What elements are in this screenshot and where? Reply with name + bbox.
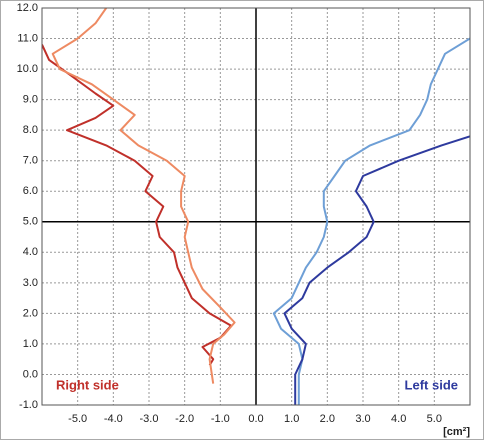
y-tick-label: 11.0 — [17, 32, 38, 44]
x-tick-label: -1.0 — [211, 413, 230, 425]
x-axis-label: [cm²] — [443, 426, 470, 438]
series-line — [272, 37, 470, 405]
annotation: Left side — [405, 377, 458, 392]
x-tick-label: -5.0 — [68, 413, 87, 425]
x-tick-label: 1.0 — [284, 413, 299, 425]
x-tick-label: -2.0 — [175, 413, 194, 425]
y-tick-label: 3.0 — [23, 277, 38, 289]
y-tick-label: 10.0 — [17, 63, 38, 75]
x-tick-label: 3.0 — [355, 413, 370, 425]
series-line — [283, 135, 470, 405]
x-tick-label: 2.0 — [320, 413, 335, 425]
x-tick-label: 5.0 — [427, 413, 442, 425]
y-tick-label: 1.0 — [23, 338, 38, 350]
x-tick-label: 0.0 — [248, 413, 263, 425]
x-tick-label: 4.0 — [391, 413, 406, 425]
y-tick-label: -1.0 — [19, 399, 38, 411]
series-line — [51, 8, 236, 384]
y-tick-label: 2.0 — [23, 307, 38, 319]
plot-border — [41, 7, 471, 406]
y-tick-label: 7.0 — [23, 155, 38, 167]
y-tick-label: 12.0 — [17, 2, 38, 14]
annotation: Right side — [56, 377, 119, 392]
y-tick-label: 5.0 — [23, 216, 38, 228]
y-tick-label: 9.0 — [23, 94, 38, 106]
y-tick-label: 8.0 — [23, 124, 38, 136]
y-tick-label: 4.0 — [23, 246, 38, 258]
x-tick-label: -3.0 — [140, 413, 159, 425]
x-tick-label: -4.0 — [104, 413, 123, 425]
y-tick-label: 6.0 — [23, 185, 38, 197]
y-tick-label: 0.0 — [23, 368, 38, 380]
